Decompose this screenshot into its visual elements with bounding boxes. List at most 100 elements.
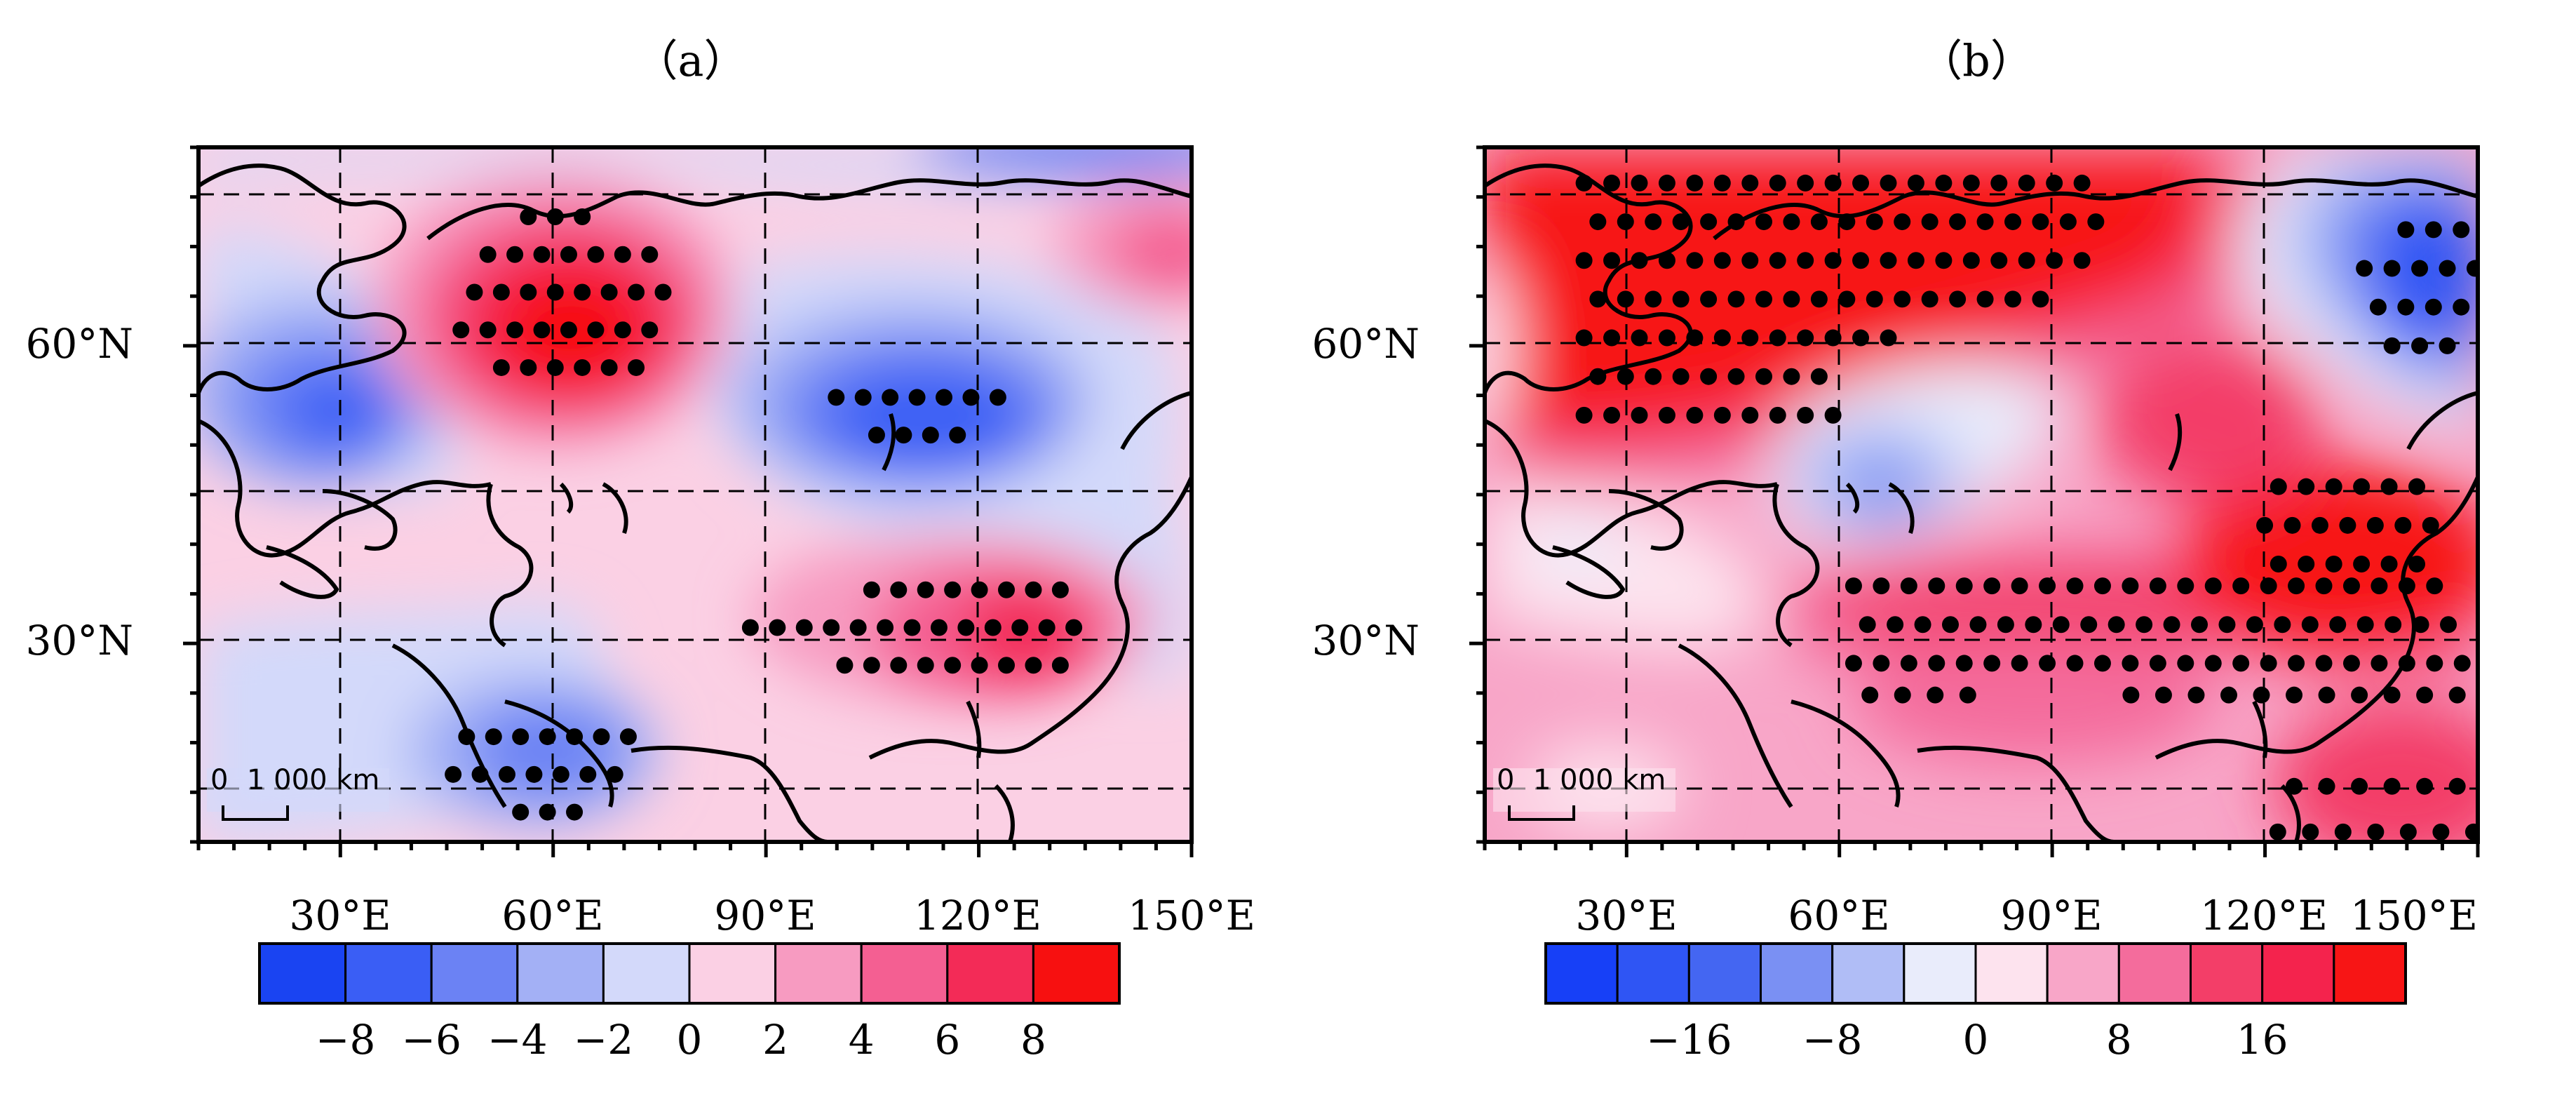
significance-dot (1686, 174, 1704, 192)
significance-dot (2397, 298, 2415, 316)
significance-dot (1769, 252, 1786, 269)
panel-a-field: 0 1 000 km (198, 147, 1192, 842)
significance-dot (2334, 823, 2352, 840)
significance-dot (1769, 174, 1786, 192)
colorbar-swatch (258, 942, 347, 1005)
significance-dot (1997, 616, 2014, 634)
panel-b-title: （b） (1919, 35, 2034, 86)
significance-dot (2087, 213, 2105, 231)
significance-dot (1935, 174, 1953, 192)
significance-dot (2353, 478, 2371, 495)
panel-b-lon-label-120E: 120°E (2200, 892, 2328, 939)
panel-a-lon-label-90E: 90°E (714, 892, 816, 939)
panel-a: （a） (25, 35, 1255, 1064)
significance-dot (1755, 368, 1772, 385)
significance-dot (1672, 213, 1690, 231)
significance-dot (1900, 577, 1917, 595)
significance-dot (492, 359, 510, 376)
significance-dot (903, 619, 921, 636)
significance-dot (2416, 686, 2434, 704)
significance-dot (593, 728, 610, 746)
significance-dot (2422, 516, 2439, 534)
significance-dot (2356, 260, 2373, 277)
significance-dot (2298, 478, 2315, 495)
significance-dot (1887, 616, 1904, 634)
colorbar-swatch (1760, 942, 1834, 1005)
significance-dot (1880, 252, 1897, 269)
colorbar-swatch (1831, 942, 1906, 1005)
significance-dot (2426, 577, 2443, 595)
panel-a-lon-label-60E: 60°E (501, 892, 603, 939)
significance-dot (1894, 290, 1911, 308)
significance-dot (1575, 252, 1593, 269)
significance-dot (2286, 686, 2303, 704)
significance-dot (587, 246, 605, 263)
significance-dot (1741, 406, 1759, 424)
significance-dot (1824, 174, 1842, 192)
panel-b-lon-label-150E: 150°E (2350, 892, 2478, 939)
panel-b-colorbar: −16 −8 0 8 16 (1544, 942, 2407, 1064)
colorbar-swatch (2333, 942, 2407, 1005)
significance-dot (2351, 686, 2368, 704)
significance-dot (1783, 368, 1800, 385)
significance-dot (1976, 290, 1994, 308)
significance-dot (2220, 686, 2237, 704)
colorbar-swatch (946, 942, 1034, 1005)
significance-dot (1824, 406, 1842, 424)
significance-dot (895, 427, 912, 444)
significance-dot (2253, 686, 2270, 704)
panel-a-coastlines (198, 163, 1192, 842)
significance-dot (1713, 174, 1731, 192)
significance-dot (863, 657, 880, 674)
significance-dot (998, 581, 1016, 598)
significance-dot (2383, 260, 2401, 277)
significance-dot (1783, 213, 1800, 231)
significance-dot (600, 283, 618, 301)
significance-dot (890, 657, 908, 674)
significance-dot (512, 803, 530, 821)
significance-dot (1824, 329, 1842, 347)
significance-dot (1783, 290, 1800, 308)
significance-dot (2191, 616, 2209, 634)
significance-dot (506, 321, 524, 339)
significance-dot (2416, 777, 2434, 795)
significance-dot (485, 728, 502, 746)
colorbar-swatch (2261, 942, 2335, 1005)
significance-dot (2325, 478, 2342, 495)
significance-dot (600, 359, 618, 376)
significance-dot (2408, 478, 2426, 495)
significance-dot (2411, 260, 2429, 277)
significance-dot (2329, 616, 2347, 634)
significance-dot (2149, 577, 2166, 595)
significance-dot (560, 246, 577, 263)
colorbar-swatch (1616, 942, 1690, 1005)
significance-dot (1755, 290, 1772, 308)
significance-dot (525, 765, 543, 783)
panel-b-lon-label-90E: 90°E (2000, 892, 2102, 939)
significance-dot (2039, 577, 2056, 595)
significance-dot (1861, 686, 1879, 704)
significance-dot (2004, 290, 2022, 308)
significance-dot (1686, 252, 1704, 269)
significance-dot (2284, 516, 2301, 534)
significance-dot (936, 389, 953, 406)
significance-dot (533, 321, 551, 339)
significance-dot (917, 657, 934, 674)
significance-dot (1713, 406, 1731, 424)
significance-dot (2439, 337, 2456, 354)
significance-dot (628, 283, 645, 301)
significance-dot (1713, 252, 1731, 269)
significance-dot (2218, 616, 2236, 634)
significance-dot (2025, 616, 2042, 634)
significance-dot (2397, 221, 2415, 239)
significance-dot (2356, 616, 2374, 634)
significance-dot (614, 246, 631, 263)
significance-dot (2039, 655, 2056, 672)
significance-dot (619, 728, 637, 746)
panel-b-field: 0 1 000 km (1485, 147, 2478, 842)
significance-dot (1921, 290, 1938, 308)
panel-a-scale-bar: 0 1 000 km (207, 764, 389, 821)
significance-dot (1038, 619, 1056, 636)
significance-dot (962, 389, 980, 406)
